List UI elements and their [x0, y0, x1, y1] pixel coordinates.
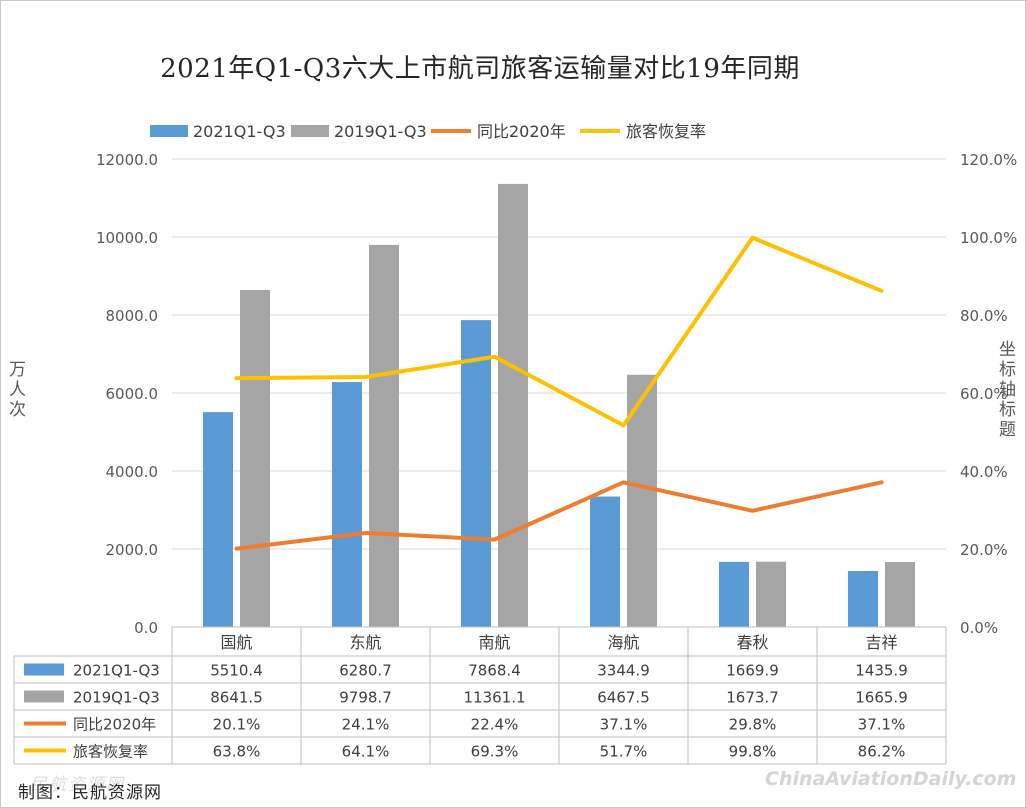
y-tick-label: 0.0	[134, 619, 158, 637]
table-cell: 24.1%	[342, 716, 390, 734]
bar	[848, 570, 878, 627]
bars	[203, 183, 915, 627]
table-cell: 7868.4	[468, 662, 521, 680]
x-category-label: 南航	[478, 633, 510, 652]
y-tick-label: 12000.0	[96, 151, 158, 169]
x-category-label: 国航	[220, 633, 252, 652]
table-row-label: 旅客恢复率	[73, 743, 148, 761]
table-cell: 20.1%	[213, 716, 261, 734]
y2-tick-label: 100.0%	[960, 229, 1017, 247]
bar	[369, 244, 399, 627]
y2-tick-label: 120.0%	[960, 151, 1017, 169]
bar	[719, 561, 749, 627]
legend-swatch	[291, 125, 329, 137]
table-cell: 37.1%	[858, 716, 906, 734]
legend-label: 2021Q1-Q3	[193, 122, 286, 141]
x-category-label: 东航	[349, 633, 381, 652]
bar	[590, 496, 620, 627]
table-cell: 64.1%	[342, 743, 390, 761]
table-cell: 69.3%	[471, 743, 519, 761]
bar	[498, 183, 528, 627]
watermark-left: 民航资源网	[30, 775, 125, 795]
table-cell: 5510.4	[210, 662, 263, 680]
y2-tick-label: 80.0%	[960, 307, 1008, 325]
y2-tick-label: 0.0%	[960, 619, 998, 637]
table-cell: 1669.9	[726, 662, 779, 680]
bar	[627, 374, 657, 627]
y-axis-left-title: 万人次	[5, 360, 25, 420]
table-cell: 9798.7	[339, 689, 392, 707]
y2-tick-label: 40.0%	[960, 463, 1008, 481]
series-line	[234, 235, 884, 428]
table-cell: 6467.5	[597, 689, 650, 707]
table-row-label: 同比2020年	[73, 716, 156, 734]
axes: 0.0 0.0% 2000.0 20.0% 4000.0 40.0% 6000.0 60.0%…	[96, 151, 1017, 637]
table-cell: 1665.9	[855, 689, 908, 707]
bar	[756, 561, 786, 627]
lines	[234, 235, 884, 551]
x-category-label: 春秋	[736, 633, 768, 652]
y-tick-label: 4000.0	[106, 463, 159, 481]
table-cell: 6280.7	[339, 662, 392, 680]
x-category-label: 吉祥	[865, 633, 897, 652]
bar	[332, 382, 362, 627]
legend-label: 旅客恢复率	[626, 122, 706, 141]
x-category-label: 海航	[607, 633, 639, 652]
table-cell: 63.8%	[213, 743, 261, 761]
table-cell: 37.1%	[600, 716, 648, 734]
table-row-label: 2021Q1-Q3	[73, 662, 160, 680]
y-axis-right-title: 坐标轴标题	[995, 340, 1015, 440]
legend-label: 同比2020年	[477, 122, 566, 141]
table-cell: 51.7%	[600, 743, 648, 761]
table-cell: 1435.9	[855, 662, 908, 680]
legend-swatch	[150, 125, 188, 137]
y2-tick-label: 20.0%	[960, 541, 1008, 559]
watermark-right: ChinaAviationDaily.com	[765, 768, 1017, 790]
chart-title: 2021年Q1-Q3六大上市航司旅客运输量对比19年同期	[160, 54, 800, 84]
y-tick-label: 6000.0	[106, 385, 159, 403]
bar	[203, 412, 233, 627]
table-legend-key	[24, 663, 64, 676]
source-note: 制图：民航资源网	[18, 783, 162, 803]
y-tick-label: 8000.0	[106, 307, 159, 325]
legend-label: 2019Q1-Q3	[334, 122, 427, 141]
table-cell: 29.8%	[729, 716, 777, 734]
bar	[240, 289, 270, 627]
data-table: 国航 东航 南航 海航 春秋 吉祥 2021Q1-Q3 5510.4 6280.7 7868.4 3…	[13, 627, 947, 765]
y-tick-label: 2000.0	[106, 541, 159, 559]
table-cell: 3344.9	[597, 662, 650, 680]
table-row-label: 2019Q1-Q3	[73, 689, 160, 707]
table-legend-key	[24, 690, 64, 703]
y-tick-label: 10000.0	[96, 229, 158, 247]
table-cell: 99.8%	[729, 743, 777, 761]
series-line	[234, 480, 884, 551]
legend: 2021Q1-Q3 2019Q1-Q3 同比2020年 旅客恢复率	[150, 122, 706, 141]
bar	[885, 562, 915, 627]
table-cell: 11361.1	[463, 689, 525, 707]
table-cell: 8641.5	[210, 689, 263, 707]
gridlines	[172, 158, 946, 550]
bar	[461, 320, 491, 627]
table-cell: 22.4%	[471, 716, 519, 734]
table-cell: 86.2%	[858, 743, 906, 761]
y2-tick-label: 60.0%	[960, 385, 1008, 403]
table-cell: 1673.7	[726, 689, 779, 707]
